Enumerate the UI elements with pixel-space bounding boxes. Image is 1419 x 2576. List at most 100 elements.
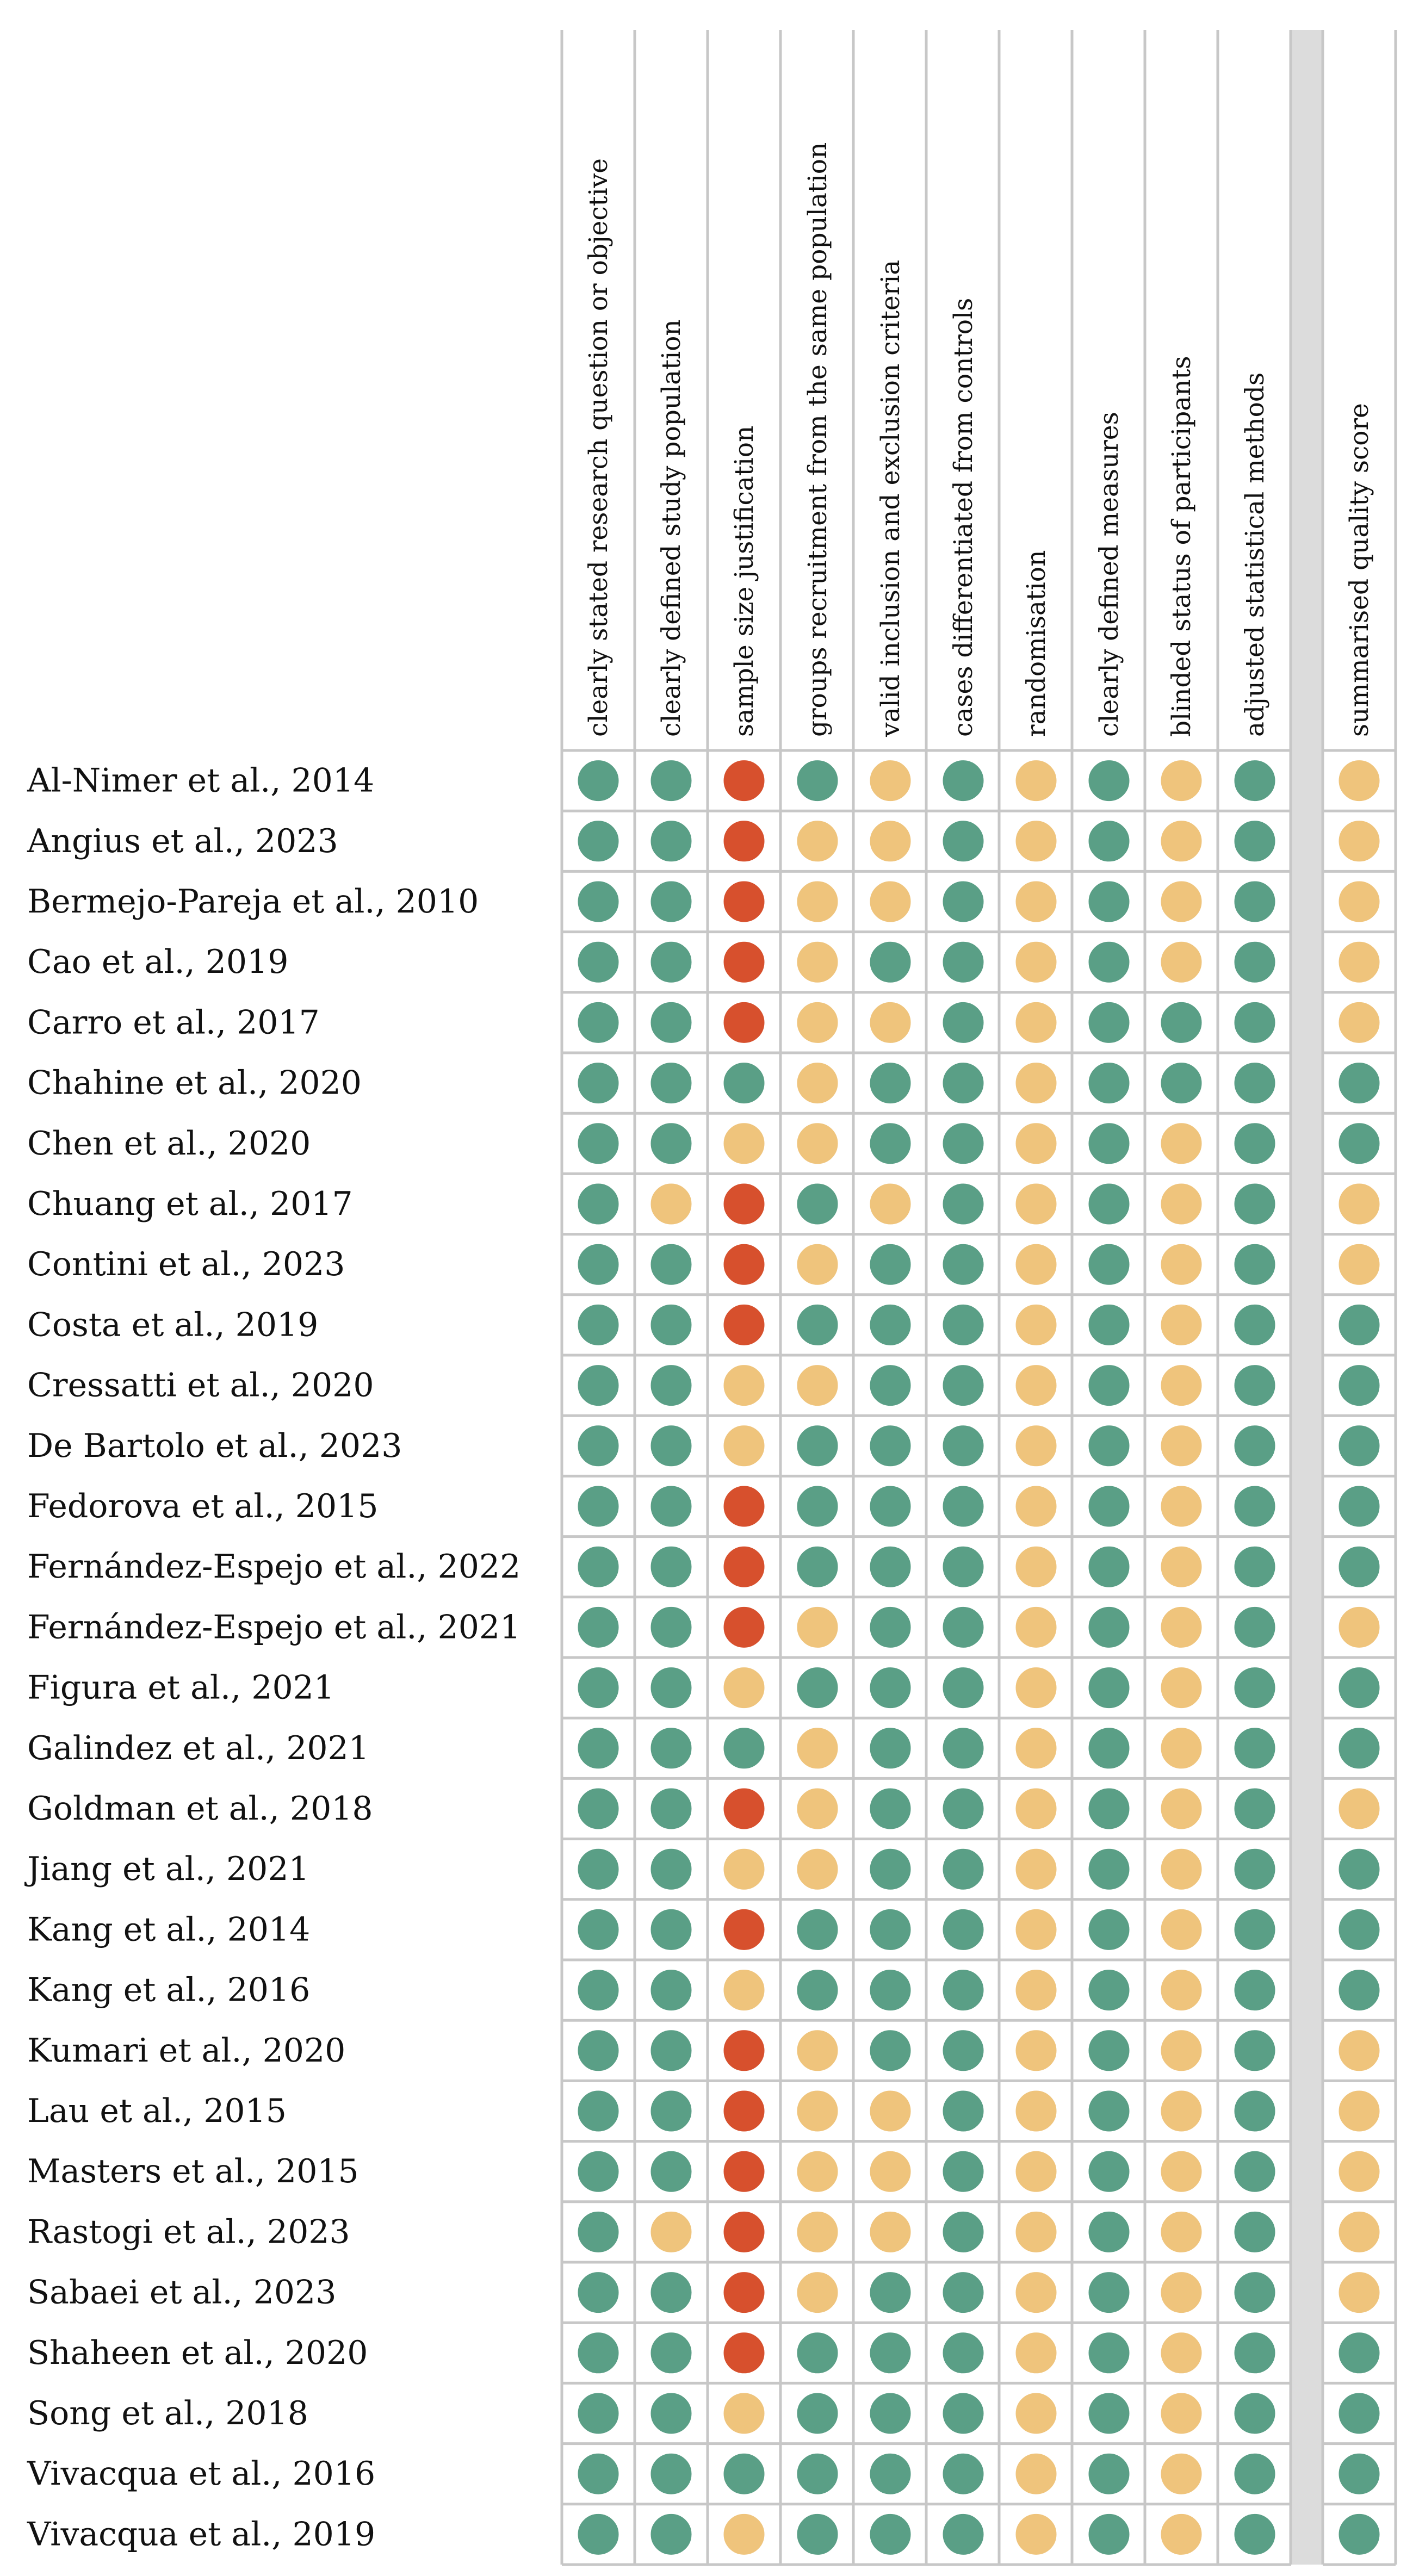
rating-dot-yellow [723, 1425, 765, 1467]
row-label: Vivacqua et al., 2016 [27, 2455, 375, 2493]
rating-dot-green [650, 1969, 692, 2012]
rating-dot-green [577, 1122, 619, 1165]
rating-dot-red [723, 1787, 765, 1830]
row-label: Goldman et al., 2018 [27, 1790, 373, 1828]
summary-dot-yellow [1338, 2271, 1380, 2314]
summary-dot-yellow [1338, 941, 1380, 983]
rating-dot-yellow [796, 820, 839, 862]
rating-dot-red [723, 1545, 765, 1588]
row-label: Fedorova et al., 2015 [27, 1487, 379, 1525]
column-header: sample size justification [729, 426, 759, 737]
rating-dot-green [577, 1001, 619, 1044]
rating-dot-yellow [1160, 2271, 1203, 2314]
summary-dot-green [1338, 1062, 1380, 1104]
rating-dot-yellow [1015, 2150, 1057, 2193]
rating-dot-yellow [1015, 1303, 1057, 1346]
summary-separator [1291, 30, 1323, 2565]
rating-dot-green [869, 1425, 912, 1467]
column-header: clearly stated research question or obje… [584, 158, 614, 737]
rating-dot-green [796, 1303, 839, 1346]
rating-dot-green [869, 1122, 912, 1165]
rating-dot-yellow [1015, 1485, 1057, 1528]
rating-dot-green [1088, 1848, 1130, 1890]
rating-dot-green [577, 1606, 619, 1648]
rating-dot-green [1088, 2513, 1130, 2555]
rating-dot-yellow [1160, 1183, 1203, 1225]
summary-dot-yellow [1338, 880, 1380, 923]
rating-dot-green [942, 1908, 984, 1951]
row-label: Kumari et al., 2020 [27, 2032, 345, 2070]
rating-dot-green [796, 2513, 839, 2555]
rating-dot-green [650, 760, 692, 802]
rating-dot-yellow [1015, 1243, 1057, 1286]
rating-dot-green [869, 1969, 912, 2012]
rating-dot-green [577, 2090, 619, 2132]
rating-dot-red [723, 1183, 765, 1225]
row-label: Carro et al., 2017 [27, 1003, 320, 1041]
rating-dot-green [869, 1787, 912, 1830]
rating-dot-green [942, 2513, 984, 2555]
rating-dot-red [723, 1001, 765, 1044]
rating-dot-yellow [1160, 1485, 1203, 1528]
rating-dot-green [577, 1485, 619, 1528]
rating-dot-green [1088, 1787, 1130, 1830]
rating-dot-yellow [1160, 1727, 1203, 1770]
rating-dot-yellow [796, 1848, 839, 1890]
rating-dot-red [723, 2271, 765, 2314]
rating-dot-green [577, 1183, 619, 1225]
rating-dot-green [650, 1364, 692, 1407]
rating-dot-yellow [796, 941, 839, 983]
rating-dot-yellow [869, 1183, 912, 1225]
rating-dot-green [869, 1545, 912, 1588]
rating-dot-yellow [1160, 880, 1203, 923]
rating-dot-green [869, 2029, 912, 2072]
rating-dot-green [1234, 1425, 1276, 1467]
rating-dot-green [942, 1606, 984, 1648]
rating-dot-yellow [1015, 1062, 1057, 1104]
summary-dot-green [1338, 1485, 1380, 1528]
rating-dot-red [723, 880, 765, 923]
rating-dot-green [650, 1545, 692, 1588]
rating-dots [577, 760, 1380, 2555]
rating-dot-green [1088, 820, 1130, 862]
rating-dot-green [942, 1183, 984, 1225]
rating-dot-green [650, 2271, 692, 2314]
rating-dot-yellow [869, 880, 912, 923]
rating-dot-green [1234, 2453, 1276, 2495]
rating-dot-yellow [796, 2150, 839, 2193]
rating-dot-green [1234, 2090, 1276, 2132]
rating-dot-yellow [1160, 1848, 1203, 1890]
rating-dot-green [942, 1303, 984, 1346]
rating-dot-yellow [869, 2150, 912, 2193]
rating-dot-green [1234, 1183, 1276, 1225]
column-header: clearly defined study population [656, 319, 686, 737]
rating-dot-red [723, 2029, 765, 2072]
rating-dot-green [1234, 2029, 1276, 2072]
rating-dot-green [869, 1364, 912, 1407]
summary-dot-green [1338, 2392, 1380, 2435]
rating-dot-green [1234, 1303, 1276, 1346]
row-label: Shaheen et al., 2020 [27, 2334, 368, 2372]
rating-dot-green [942, 2029, 984, 2072]
rating-dot-green [796, 1545, 839, 1588]
rating-dot-green [650, 1001, 692, 1044]
rating-dot-yellow [1160, 2029, 1203, 2072]
rating-dot-yellow [1015, 1183, 1057, 1225]
summary-dot-green [1338, 1364, 1380, 1407]
rating-dot-yellow [1160, 760, 1203, 802]
rating-dot-green [1234, 820, 1276, 862]
rating-dot-yellow [1015, 1122, 1057, 1165]
rating-dot-green [723, 1062, 765, 1104]
rating-dot-green [577, 2453, 619, 2495]
rating-dot-green [942, 1485, 984, 1528]
rating-dot-green [650, 1303, 692, 1346]
rating-dot-yellow [723, 1969, 765, 2012]
rating-dot-green [942, 1848, 984, 1890]
rating-dot-green [650, 1062, 692, 1104]
rating-dot-green [577, 1425, 619, 1467]
rating-dot-green [796, 2392, 839, 2435]
rating-dot-green [1234, 1969, 1276, 2012]
rating-dot-green [1088, 1001, 1130, 1044]
rating-dot-yellow [869, 820, 912, 862]
